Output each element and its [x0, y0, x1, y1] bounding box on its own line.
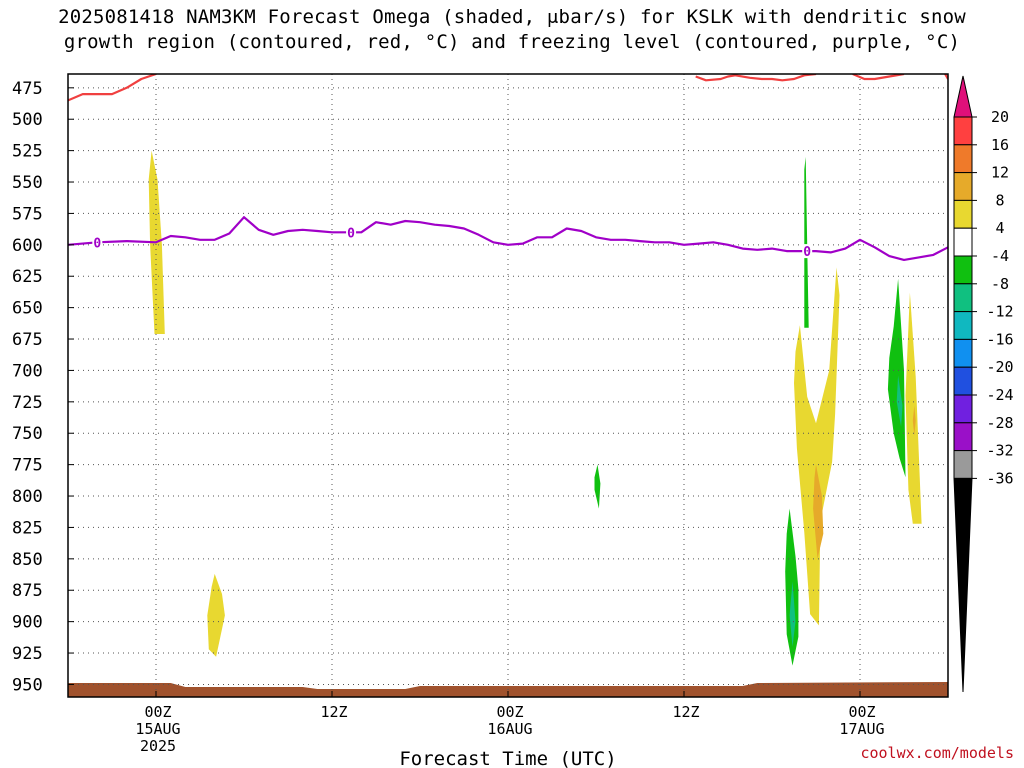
- omega-region-11: [912, 405, 916, 436]
- y-tick-label-500: 500: [12, 110, 43, 130]
- omega-region-10: [905, 292, 922, 524]
- x-tick-label: 15AUG: [135, 720, 180, 738]
- y-tick-label-800: 800: [12, 487, 43, 507]
- omega-region-6: [785, 508, 799, 666]
- site-watermark: coolwx.com/models: [860, 744, 1014, 762]
- colorbar-segment-5: [953, 255, 973, 285]
- colorbar-segment-8: [953, 338, 973, 368]
- y-tick-label-725: 725: [12, 393, 43, 413]
- freezing-level-label-1: 0: [347, 226, 355, 241]
- colorbar-segment-6: [953, 283, 973, 313]
- colorbar-label-16: 16: [991, 136, 1009, 154]
- x-tick-label: 16AUG: [487, 720, 532, 738]
- x-tick-label: 00Z: [496, 703, 523, 721]
- freezing-level-label-2: 0: [803, 245, 811, 260]
- dendritic-contour-1: [695, 74, 817, 82]
- colorbar-label--12: -12: [986, 303, 1013, 321]
- omega-region-3: [794, 267, 840, 626]
- y-tick-label-925: 925: [12, 644, 43, 664]
- colorbar-segment-3: [953, 199, 973, 229]
- x-tick-label: 17AUG: [839, 720, 884, 738]
- colorbar-segment-11: [953, 422, 973, 452]
- freezing-label-bg: [92, 235, 103, 250]
- x-tick-label: 00Z: [848, 703, 875, 721]
- y-tick-label-475: 475: [12, 79, 43, 99]
- freezing-label-bg: [346, 225, 357, 240]
- x-tick-label: 2025: [140, 737, 176, 755]
- colorbar-segment-7: [953, 311, 973, 340]
- colorbar-label--8: -8: [991, 275, 1009, 293]
- y-tick-label-775: 775: [12, 456, 43, 476]
- colorbar-label--28: -28: [986, 414, 1013, 432]
- freezing-level-line: [68, 216, 948, 261]
- y-tick-label-950: 950: [12, 675, 43, 695]
- omega-region-1: [207, 573, 225, 657]
- y-tick-label-750: 750: [12, 424, 43, 444]
- chart-title-line-1: 2025081418 NAM3KM Forecast Omega (shaded…: [58, 6, 966, 28]
- y-tick-label-900: 900: [12, 613, 43, 633]
- colorbar-segment-4: [953, 227, 973, 257]
- colorbar-segment-0: [953, 116, 973, 146]
- colorbar-segment-9: [953, 366, 973, 396]
- omega-region-8: [887, 278, 906, 478]
- colorbar-label--36: -36: [986, 469, 1013, 487]
- dendritic-contour-0: [68, 74, 157, 102]
- omega-region-5: [804, 156, 809, 328]
- y-tick-label-700: 700: [12, 361, 43, 381]
- y-tick-label-650: 650: [12, 299, 43, 319]
- dendritic-contour-2: [852, 74, 905, 81]
- colorbar-label--16: -16: [986, 330, 1013, 348]
- colorbar-segment-2: [953, 172, 973, 201]
- omega-region-7: [789, 581, 796, 647]
- colorbar-label--32: -32: [986, 442, 1013, 460]
- colorbar-segment-1: [953, 144, 973, 174]
- freezing-level-label-0: 0: [93, 236, 101, 251]
- colorbar-label--24: -24: [986, 386, 1013, 404]
- colorbar-label--4: -4: [991, 247, 1009, 265]
- y-tick-label-525: 525: [12, 142, 43, 162]
- freezing-label-bg: [802, 244, 813, 259]
- omega-region-4: [813, 464, 824, 559]
- colorbar-segment-12: [953, 450, 973, 479]
- colorbar-max-arrow: [953, 75, 973, 118]
- x-tick-label: 00Z: [144, 703, 171, 721]
- y-tick-label-550: 550: [12, 173, 43, 193]
- omega-region-2: [594, 464, 601, 509]
- x-tick-label: 12Z: [320, 703, 347, 721]
- omega-region-9: [896, 375, 903, 427]
- y-tick-label-575: 575: [12, 204, 43, 224]
- x-axis-title: Forecast Time (UTC): [399, 748, 616, 768]
- colorbar-label-8: 8: [995, 191, 1004, 209]
- y-tick-label-825: 825: [12, 518, 43, 538]
- y-tick-label-600: 600: [12, 236, 43, 256]
- colorbar-min-arrow: [953, 477, 973, 693]
- colorbar-label--20: -20: [986, 358, 1013, 376]
- y-tick-label-675: 675: [12, 330, 43, 350]
- plot-area: 0 0 0: [68, 74, 948, 697]
- y-tick-label-875: 875: [12, 581, 43, 601]
- y-tick-label-625: 625: [12, 267, 43, 287]
- x-tick-label: 12Z: [672, 703, 699, 721]
- y-tick-label-850: 850: [12, 550, 43, 570]
- colorbar-label-12: 12: [991, 164, 1009, 182]
- colorbar-label-4: 4: [995, 219, 1004, 237]
- chart-title-line-2: growth region (contoured, red, °C) and f…: [63, 31, 961, 53]
- colorbar-segment-10: [953, 394, 973, 424]
- colorbar-label-20: 20: [991, 108, 1009, 126]
